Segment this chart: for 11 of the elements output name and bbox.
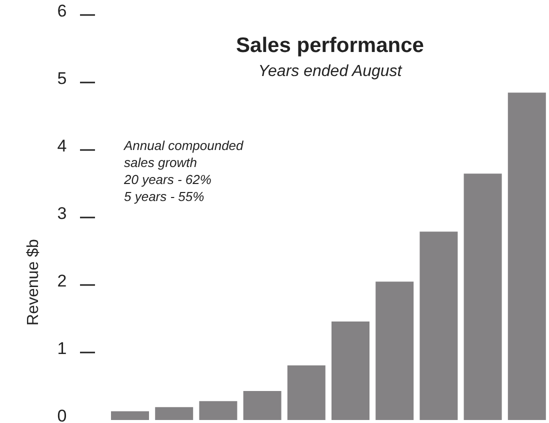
y-tick-label: 5 (57, 69, 67, 88)
y-tick-label: 2 (57, 272, 67, 290)
y-tick-label: 0 (57, 406, 67, 423)
y-tick-label: 1 (57, 339, 67, 358)
annotation: Annual compounded sales growth 20 years - 62% 5 years - 55% (124, 137, 244, 205)
y-tick-label: 6 (57, 2, 67, 20)
text: Years ended August (257, 63, 404, 81)
text: Sales performance (235, 34, 425, 58)
y-tick-label: 4 (57, 136, 67, 156)
y-tick-label: 3 (57, 204, 67, 223)
y-axis-title: Revenue $b (25, 239, 42, 326)
